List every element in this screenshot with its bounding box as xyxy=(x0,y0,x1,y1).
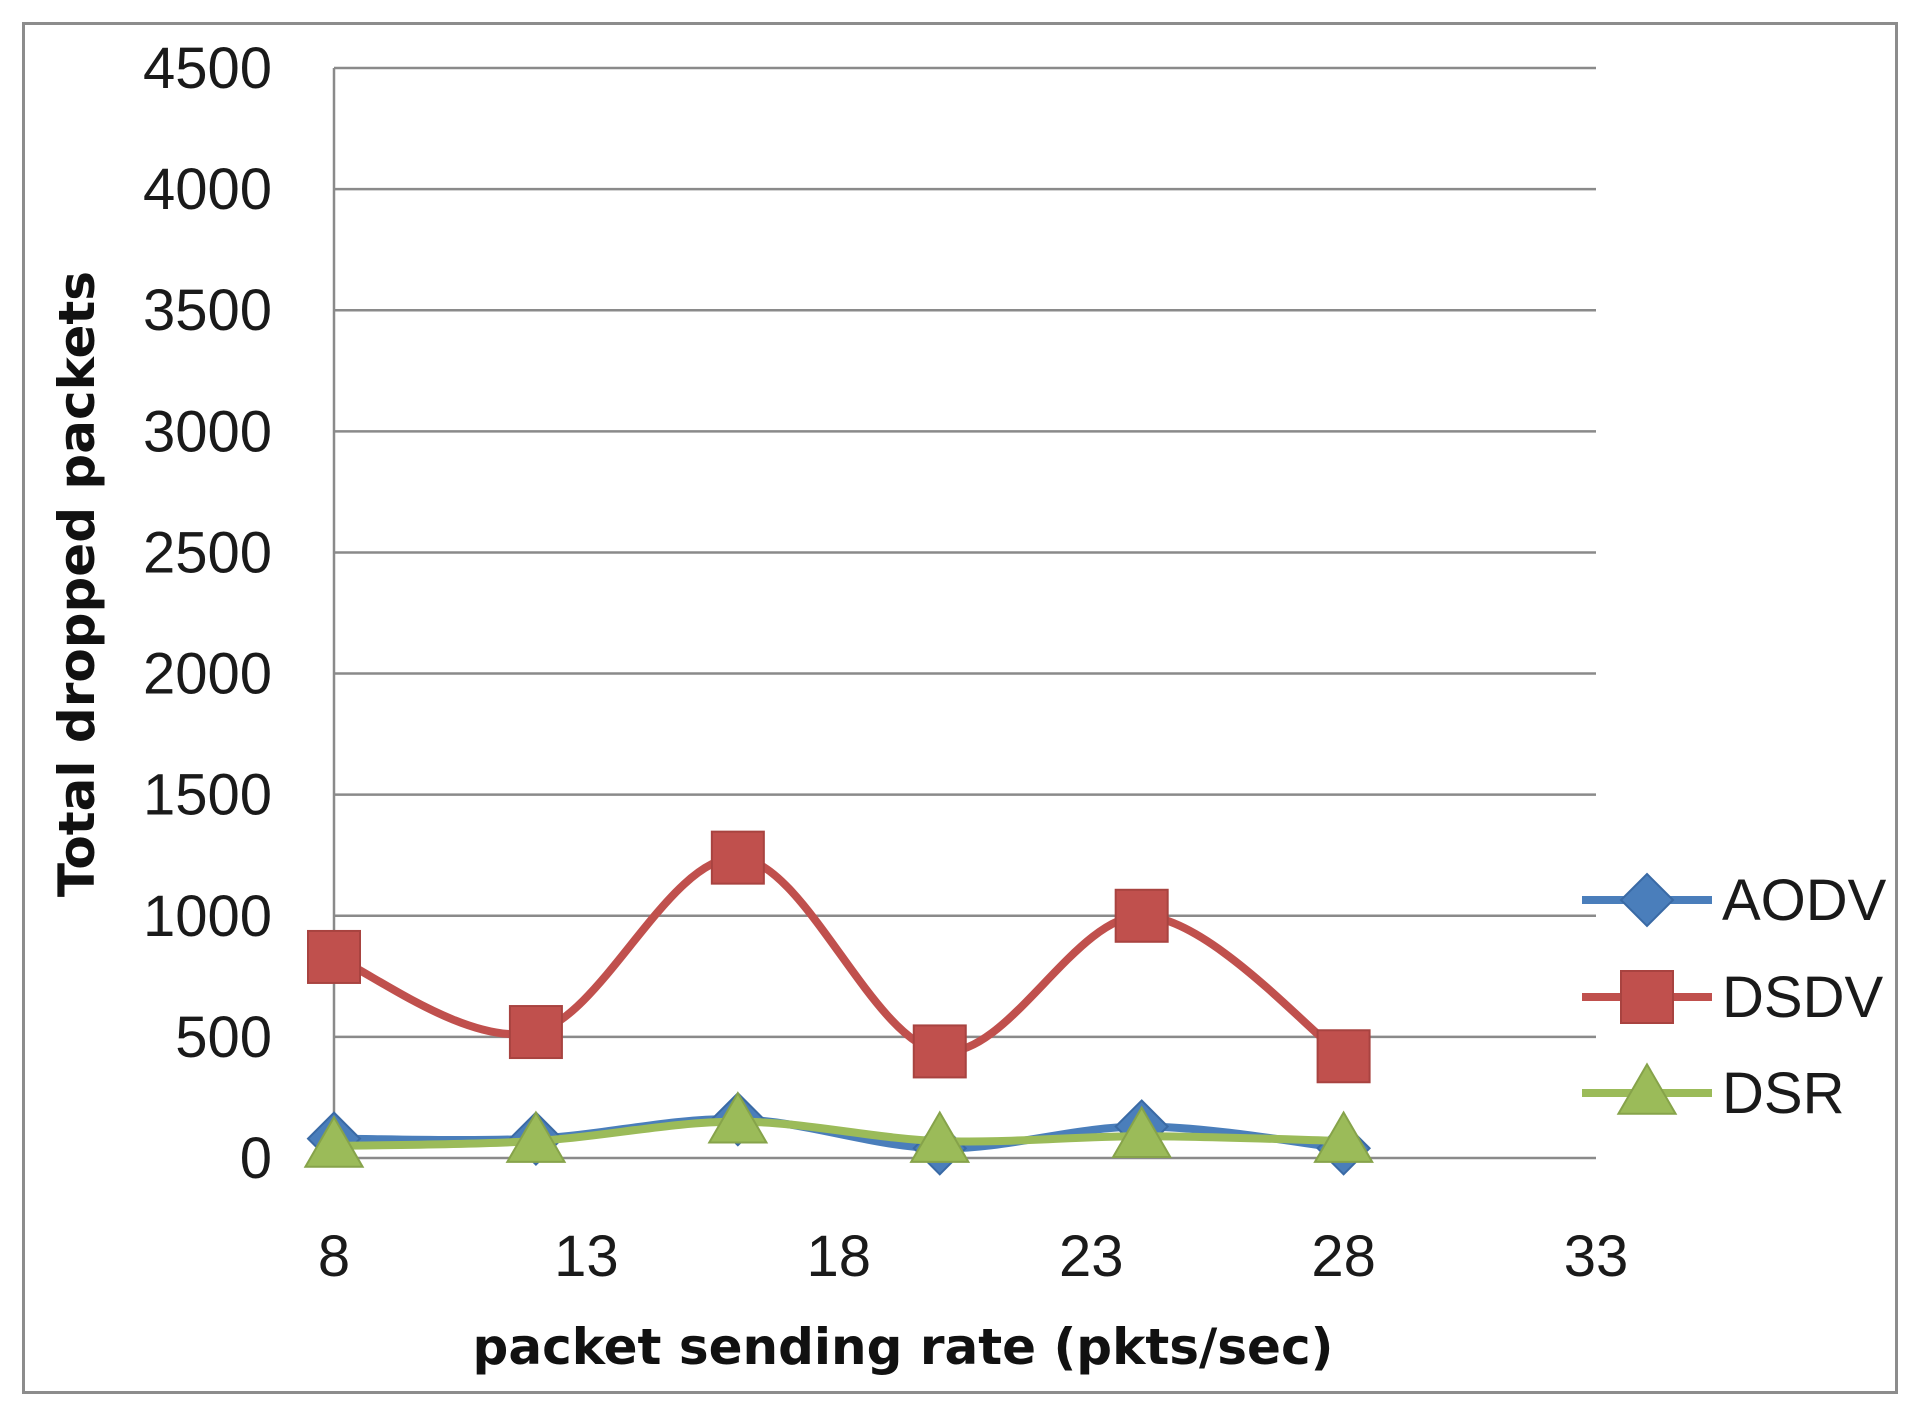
series-dsr xyxy=(303,1091,1374,1168)
data-point-dsdv xyxy=(1114,888,1169,943)
legend-marker xyxy=(1620,970,1674,1024)
y-tick-label: 1000 xyxy=(143,884,272,949)
y-tick-label: 3500 xyxy=(143,278,272,343)
y-tick-label: 2500 xyxy=(143,520,272,585)
legend-entry-dsr: DSR xyxy=(1582,1061,1844,1126)
data-point-dsr xyxy=(1313,1110,1374,1163)
grid-lines xyxy=(332,66,1596,1160)
legend-entry-aodv: AODV xyxy=(1582,868,1887,933)
legend-marker xyxy=(1619,872,1675,928)
series-line-dsdv xyxy=(330,853,1348,1061)
data-point-dsr xyxy=(505,1110,567,1163)
x-tick-label: 23 xyxy=(1059,1224,1124,1289)
data-point-dsr xyxy=(303,1115,365,1168)
x-tick-label: 33 xyxy=(1564,1224,1629,1289)
legend-label: DSR xyxy=(1722,1061,1844,1126)
y-tick-label: 4500 xyxy=(143,36,272,101)
data-point-dsr xyxy=(707,1091,769,1144)
legend-label: DSDV xyxy=(1722,965,1883,1030)
data-point-dsdv xyxy=(710,830,765,885)
y-tick-label: 500 xyxy=(175,1005,272,1070)
series-dsdv xyxy=(307,830,1371,1084)
x-axis-title: packet sending rate (pkts/sec) xyxy=(473,1318,1334,1376)
y-tick-label: 4000 xyxy=(143,157,272,222)
x-tick-label: 28 xyxy=(1311,1224,1376,1289)
legend-marker xyxy=(1616,1062,1678,1115)
x-axis-ticks: 8 13 18 23 28 33 xyxy=(318,1224,1628,1289)
data-point-dsdv xyxy=(1316,1029,1371,1084)
series-layer xyxy=(303,830,1374,1176)
y-tick-label: 1500 xyxy=(143,763,272,828)
data-point-dsr xyxy=(909,1110,971,1163)
legend: AODV DSDV DSR xyxy=(1582,868,1887,1126)
y-tick-label: 2000 xyxy=(143,642,272,707)
data-point-dsdv xyxy=(912,1024,967,1079)
x-tick-label: 13 xyxy=(554,1224,619,1289)
data-point-dsr xyxy=(1111,1105,1173,1158)
y-axis-ticks: 0 500 1000 1500 2000 2500 3000 3500 4000 4500 xyxy=(143,36,272,1191)
x-tick-label: 18 xyxy=(807,1224,872,1289)
data-point-dsdv xyxy=(508,1005,563,1060)
legend-label: AODV xyxy=(1722,868,1887,933)
y-tick-label: 3000 xyxy=(143,399,272,464)
legend-entry-dsdv: DSDV xyxy=(1582,965,1883,1030)
x-tick-label: 8 xyxy=(318,1224,350,1289)
series-line-dsr xyxy=(330,1117,1348,1150)
y-axis-title: Total dropped packets xyxy=(48,271,106,897)
data-point-dsdv xyxy=(307,929,361,984)
y-tick-label: 0 xyxy=(240,1126,272,1191)
